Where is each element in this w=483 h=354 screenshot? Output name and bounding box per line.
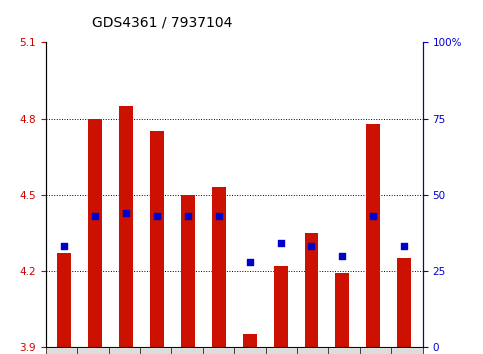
Point: [91, 213, 99, 219]
Bar: [119, 106, 133, 347]
Bar: [397, 258, 411, 347]
Bar: [212, 187, 226, 347]
Point: [369, 213, 377, 219]
Point: [60, 244, 68, 249]
Bar: [150, 131, 164, 347]
Point: [277, 241, 284, 246]
Point: [215, 213, 223, 219]
Point: [308, 244, 315, 249]
Point: [400, 244, 408, 249]
Bar: [57, 253, 71, 347]
Bar: [243, 334, 256, 347]
Bar: [274, 266, 287, 347]
Bar: [335, 273, 349, 347]
Point: [122, 210, 130, 216]
Bar: [304, 233, 318, 347]
Bar: [181, 195, 195, 347]
Point: [184, 213, 192, 219]
Bar: [88, 119, 102, 347]
Point: [339, 253, 346, 258]
Point: [246, 259, 254, 264]
Point: [153, 213, 161, 219]
Text: GDS4361 / 7937104: GDS4361 / 7937104: [92, 16, 232, 30]
Bar: [366, 124, 380, 347]
